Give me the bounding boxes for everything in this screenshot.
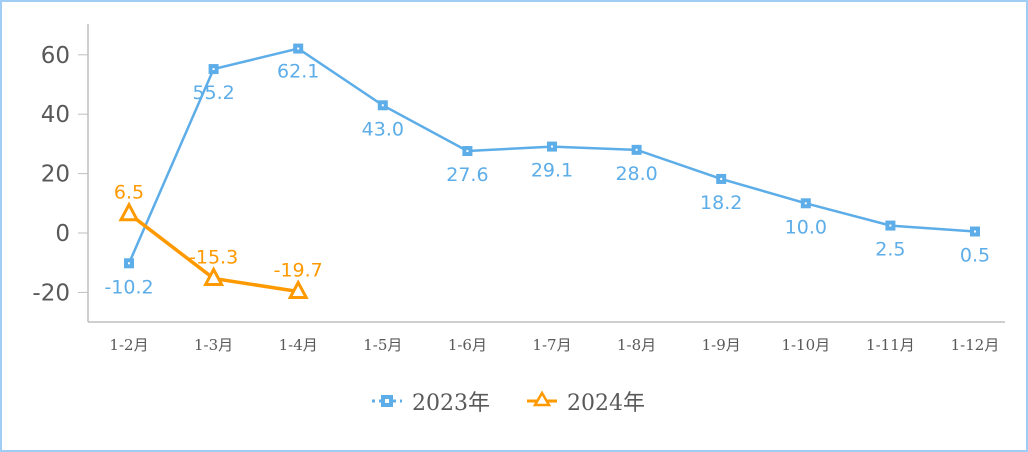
y-tick-label: 60 <box>41 43 70 69</box>
x-tick-label: 1-12月 <box>951 336 1000 354</box>
data-labels: -10.2 55.2 62.1 43.0 27.6 29.1 28.0 18.2 10.0 2.5… <box>104 61 990 299</box>
legend-label: 2023年 <box>412 391 490 416</box>
x-tick-label: 1-6月 <box>448 336 487 354</box>
x-tick-label: 1-5月 <box>363 336 402 354</box>
x-tick-label: 1-11月 <box>866 336 915 354</box>
x-tick-label: 1-7月 <box>532 336 571 354</box>
y-tick-label: 0 <box>55 221 70 247</box>
x-tick-label: 1-8月 <box>617 336 656 354</box>
data-label: 62.1 <box>277 61 319 83</box>
series-lines <box>118 43 980 300</box>
triangle-marker-icon <box>203 266 225 286</box>
data-label: 27.6 <box>446 164 488 186</box>
data-label: 43.0 <box>362 118 404 140</box>
x-tick-label: 1-10月 <box>781 336 830 354</box>
x-tick-label: 1-2月 <box>109 336 148 354</box>
data-label: -10.2 <box>104 276 153 298</box>
y-tick-label: 40 <box>41 102 70 128</box>
triangle-marker-icon <box>118 201 140 222</box>
data-label: 0.5 <box>960 245 990 267</box>
y-tick-label: -20 <box>32 280 70 306</box>
legend: 2023年 2024年 <box>372 390 645 416</box>
y-tick-label: 20 <box>41 162 70 188</box>
data-label: 28.0 <box>615 163 657 185</box>
data-label: 29.1 <box>531 160 573 182</box>
data-label: 10.0 <box>785 216 827 238</box>
x-tick-label: 1-9月 <box>702 336 741 354</box>
x-tick-label: 1-4月 <box>279 336 318 354</box>
legend-label: 2024年 <box>567 391 645 416</box>
data-label: 55.2 <box>192 82 234 104</box>
data-label: 18.2 <box>700 192 742 214</box>
data-label: -15.3 <box>189 246 238 268</box>
triangle-marker-icon <box>287 279 309 300</box>
data-label: 6.5 <box>114 182 144 204</box>
data-label: 2.5 <box>875 239 905 261</box>
axes: 60 40 20 0 -20 1-2月 1-3月 1-4月 1-5月 1-6月 1-7月 1-8月 1-… <box>32 24 1005 354</box>
x-tick-label: 1-3月 <box>194 336 233 354</box>
data-label: -19.7 <box>274 260 323 282</box>
series-line-2023年 <box>127 47 976 264</box>
legend-triangle-icon <box>532 390 552 407</box>
